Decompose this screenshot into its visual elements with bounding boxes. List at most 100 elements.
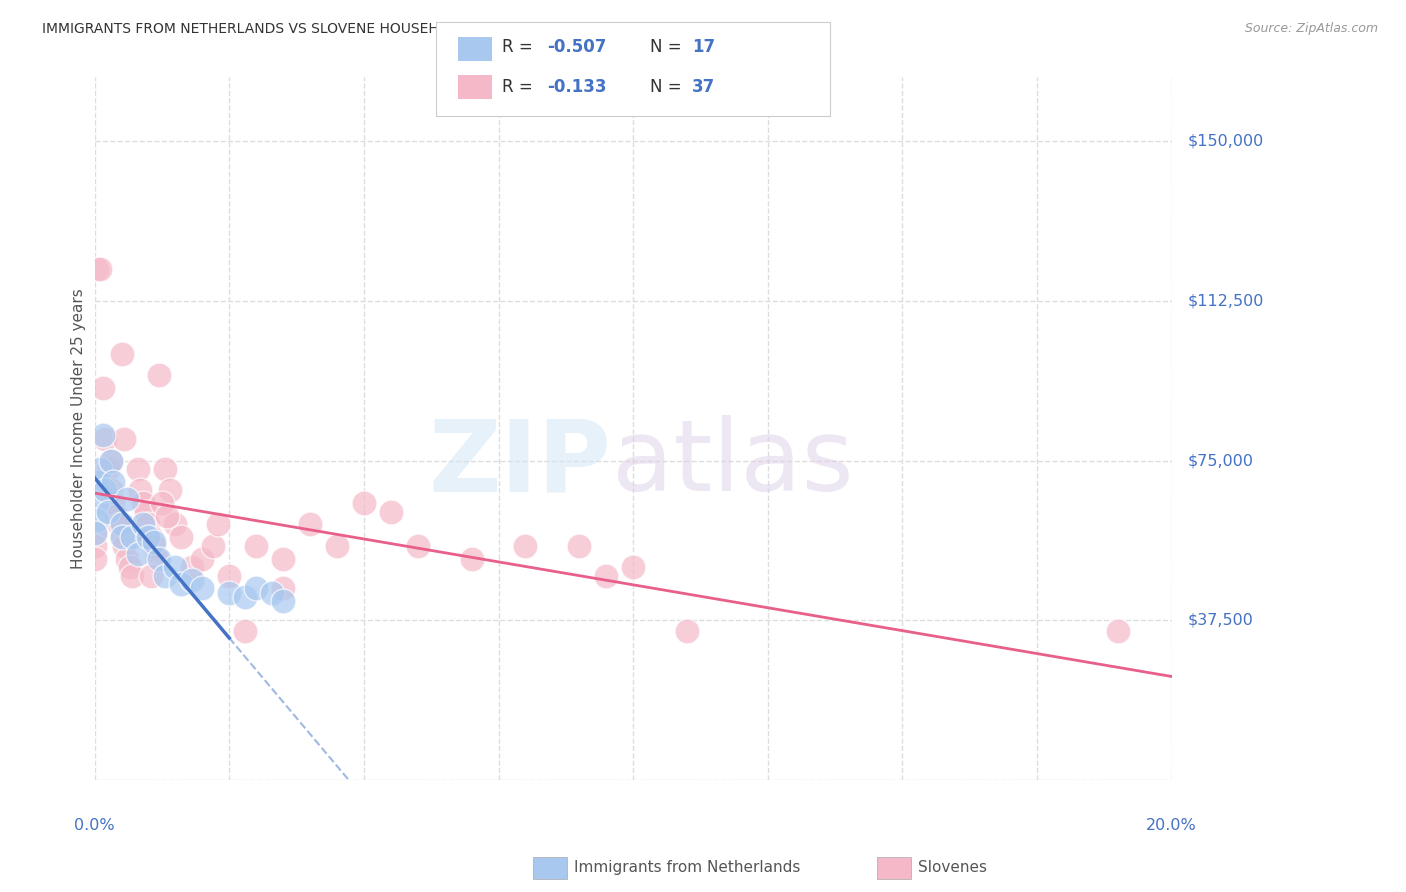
Text: atlas: atlas [612, 416, 853, 512]
Point [245, 539, 267, 553]
Point [595, 568, 617, 582]
Point [83, 526, 105, 541]
Point [165, 560, 187, 574]
Point [135, 505, 157, 519]
Point [191, 551, 214, 566]
Point [271, 582, 294, 596]
Point [118, 560, 141, 574]
Point [110, 530, 132, 544]
Text: $37,500: $37,500 [1188, 613, 1254, 628]
Point [86, 475, 108, 489]
Point [170, 530, 193, 544]
Point [115, 491, 138, 506]
Point [142, 539, 165, 553]
Point [94, 433, 117, 447]
Point [110, 347, 132, 361]
Point [153, 462, 176, 476]
Point [180, 573, 202, 587]
Point [100, 453, 122, 467]
Point [86, 496, 108, 510]
Point [156, 508, 179, 523]
Point [132, 496, 155, 510]
Text: N =: N = [650, 38, 681, 56]
Point [129, 483, 152, 498]
Point [110, 530, 132, 544]
Point [202, 539, 225, 553]
Text: 37: 37 [692, 78, 716, 95]
Point [94, 483, 117, 498]
Point [127, 547, 149, 561]
Text: Immigrants from Netherlands: Immigrants from Netherlands [574, 861, 800, 875]
Point [112, 433, 135, 447]
Point [139, 530, 162, 544]
Point [353, 496, 375, 510]
Point [103, 496, 125, 510]
Point [460, 551, 482, 566]
Point [148, 551, 170, 566]
Point [139, 568, 162, 582]
Point [170, 577, 193, 591]
Point [97, 505, 120, 519]
Point [127, 462, 149, 476]
Point [298, 517, 321, 532]
Point [110, 517, 132, 532]
Point [271, 551, 294, 566]
Text: R =: R = [502, 38, 533, 56]
Point [326, 539, 349, 553]
Point [207, 517, 229, 532]
Point [676, 624, 699, 638]
Point [91, 381, 114, 395]
Point [91, 428, 114, 442]
Point [100, 483, 122, 498]
Text: 17: 17 [692, 38, 714, 56]
Text: $112,500: $112,500 [1188, 293, 1264, 309]
Text: N =: N = [650, 78, 681, 95]
Point [83, 551, 105, 566]
Point [515, 539, 537, 553]
Point [142, 534, 165, 549]
Text: $150,000: $150,000 [1188, 134, 1264, 149]
Text: -0.507: -0.507 [547, 38, 606, 56]
Text: IMMIGRANTS FROM NETHERLANDS VS SLOVENE HOUSEHOLDER INCOME UNDER 25 YEARS CORRELA: IMMIGRANTS FROM NETHERLANDS VS SLOVENE H… [42, 22, 827, 37]
Point [380, 505, 402, 519]
Point [235, 624, 257, 638]
Text: Source: ZipAtlas.com: Source: ZipAtlas.com [1244, 22, 1378, 36]
Point [83, 526, 105, 541]
Point [271, 594, 294, 608]
Point [1107, 624, 1129, 638]
Point [148, 368, 170, 383]
Text: R =: R = [502, 78, 533, 95]
Text: ZIP: ZIP [429, 416, 612, 512]
Point [159, 483, 181, 498]
Point [86, 262, 108, 277]
Point [89, 262, 111, 277]
Point [115, 551, 138, 566]
Point [83, 539, 105, 553]
Point [86, 513, 108, 527]
Point [121, 568, 143, 582]
Point [568, 539, 591, 553]
Point [105, 508, 128, 523]
Point [103, 475, 125, 489]
Point [235, 590, 257, 604]
Y-axis label: Householder Income Under 25 years: Householder Income Under 25 years [72, 288, 86, 569]
Point [145, 551, 167, 566]
Point [191, 582, 214, 596]
Point [97, 462, 120, 476]
Text: $75,000: $75,000 [1188, 453, 1254, 468]
Point [121, 530, 143, 544]
Point [621, 560, 644, 574]
Point [138, 517, 160, 532]
Point [406, 539, 429, 553]
Point [218, 568, 240, 582]
Point [100, 453, 122, 467]
Point [138, 530, 160, 544]
Text: 0.0%: 0.0% [75, 818, 115, 833]
Point [112, 539, 135, 553]
Text: -0.133: -0.133 [547, 78, 606, 95]
Point [245, 582, 267, 596]
Text: 20.0%: 20.0% [1146, 818, 1197, 833]
Point [150, 496, 173, 510]
Point [132, 517, 155, 532]
Point [153, 568, 176, 582]
